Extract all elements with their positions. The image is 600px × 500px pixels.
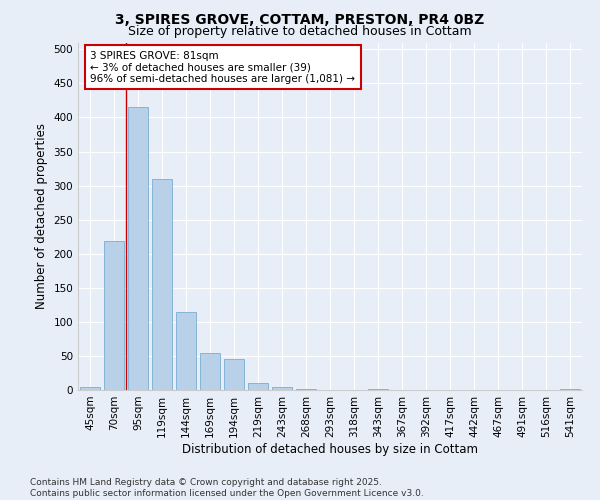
Bar — [368, 388, 388, 390]
Bar — [224, 360, 244, 390]
Bar — [560, 388, 580, 390]
Text: 3, SPIRES GROVE, COTTAM, PRESTON, PR4 0BZ: 3, SPIRES GROVE, COTTAM, PRESTON, PR4 0B… — [115, 12, 485, 26]
Y-axis label: Number of detached properties: Number of detached properties — [35, 123, 48, 309]
Bar — [104, 242, 124, 390]
Bar — [152, 179, 172, 390]
Bar — [272, 386, 292, 390]
Bar — [248, 383, 268, 390]
X-axis label: Distribution of detached houses by size in Cottam: Distribution of detached houses by size … — [182, 442, 478, 456]
Text: Contains HM Land Registry data © Crown copyright and database right 2025.
Contai: Contains HM Land Registry data © Crown c… — [30, 478, 424, 498]
Bar — [176, 312, 196, 390]
Text: Size of property relative to detached houses in Cottam: Size of property relative to detached ho… — [128, 25, 472, 38]
Text: 3 SPIRES GROVE: 81sqm
← 3% of detached houses are smaller (39)
96% of semi-detac: 3 SPIRES GROVE: 81sqm ← 3% of detached h… — [91, 50, 355, 84]
Bar — [80, 386, 100, 390]
Bar — [128, 107, 148, 390]
Bar — [200, 352, 220, 390]
